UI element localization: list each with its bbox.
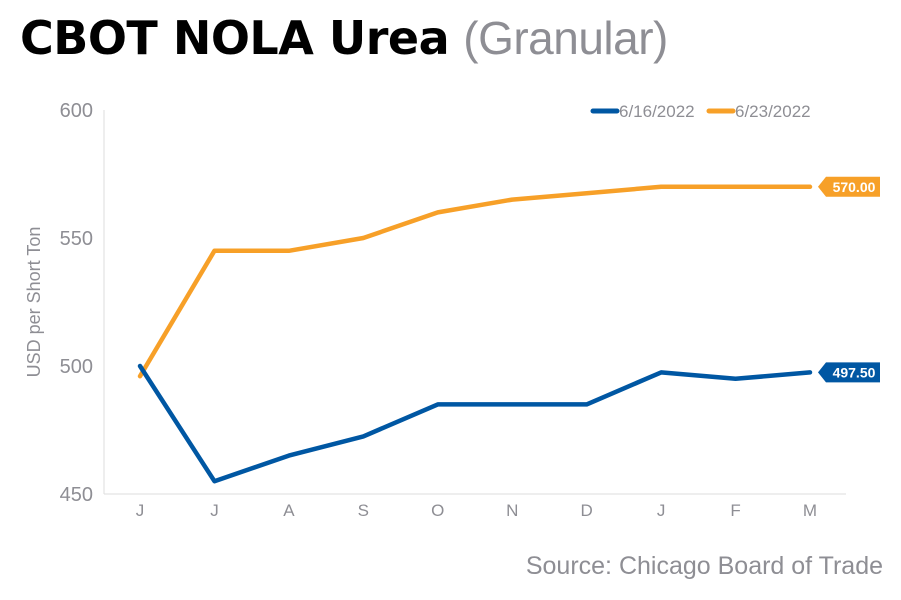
x-tick-label: S	[358, 501, 369, 520]
x-tick-label: F	[730, 501, 740, 520]
y-tick-label: 550	[60, 228, 93, 250]
series-line-6/23/2022	[137, 184, 813, 379]
legend-label: 6/16/2022	[619, 102, 695, 121]
series-line-6/16/2022	[137, 363, 813, 484]
end-label-box	[818, 176, 880, 197]
x-tick-label: J	[136, 501, 145, 520]
x-tick-label: O	[431, 501, 444, 520]
y-tick-label: 600	[60, 100, 93, 122]
chart-title: CBOT NOLA Urea (Granular)	[20, 8, 668, 68]
x-tick-label: J	[210, 501, 219, 520]
legend: 6/16/2022 6/23/2022	[590, 102, 811, 121]
end-label-text: 570.00	[833, 179, 876, 195]
chart-title-main: CBOT NOLA Urea	[20, 11, 450, 65]
end-label-text: 497.50	[833, 364, 876, 380]
y-tick-label: 500	[60, 356, 93, 378]
y-tick-label: 450	[60, 484, 93, 506]
y-ticks: 450 500 550 600	[60, 100, 93, 506]
x-tick-label: A	[283, 501, 295, 520]
end-labels: 570.00 497.50	[818, 176, 880, 383]
legend-label: 6/23/2022	[735, 102, 811, 121]
end-label-box	[818, 362, 880, 383]
x-tick-label: D	[581, 501, 593, 520]
x-tick-label: N	[506, 501, 518, 520]
source-note: Source: Chicago Board of Trade	[525, 552, 883, 580]
axes	[103, 110, 846, 495]
y-axis-label: USD per Short Ton	[24, 227, 44, 378]
series-lines	[137, 184, 813, 484]
x-tick-label: M	[803, 501, 817, 520]
chart-title-sub: (Granular)	[463, 12, 668, 64]
x-tick-label: J	[657, 501, 666, 520]
